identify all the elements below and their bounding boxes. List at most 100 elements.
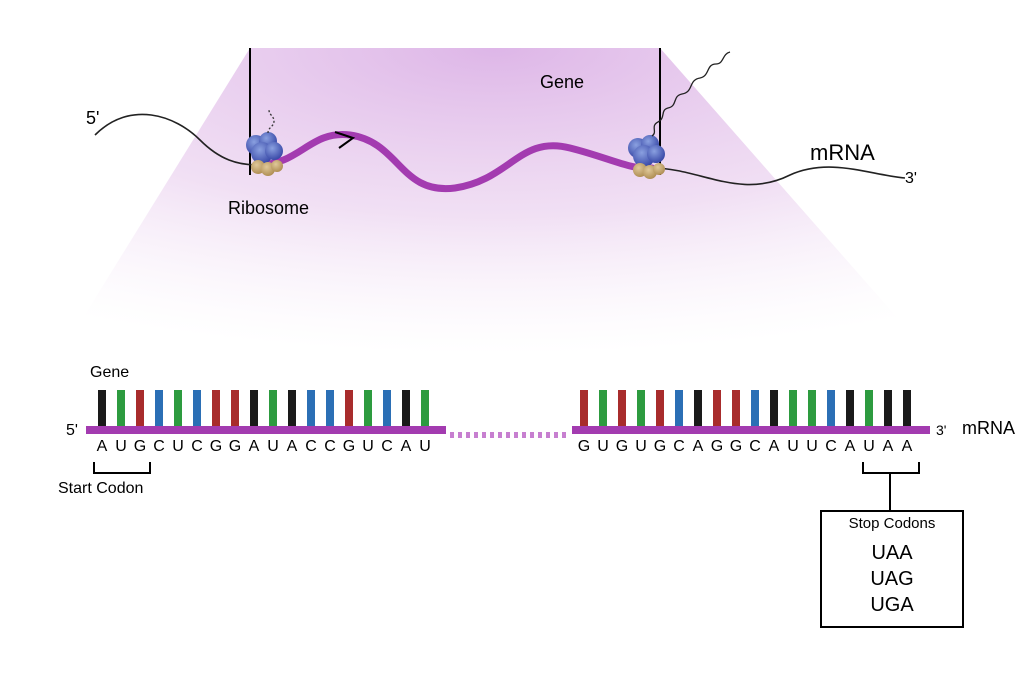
nucleotide-bar xyxy=(326,390,334,426)
mrna-label-top: mRNA xyxy=(810,140,875,166)
nucleotide-letter: G xyxy=(133,438,147,456)
nucleotide-bar xyxy=(345,390,353,426)
mrna-dot xyxy=(522,432,526,438)
mrna-dot xyxy=(466,432,470,438)
stop-codon-bracket xyxy=(862,462,920,474)
nucleotide-letter: U xyxy=(266,438,280,456)
nucleotide-bar xyxy=(770,390,778,426)
nucleotide-letter: A xyxy=(247,438,261,456)
sequence-diagram: AUGCUCGGAUACCGUCAUGUGUGCAGGCAUUCAUAA 5' … xyxy=(90,390,940,426)
mrna-dot xyxy=(514,432,518,438)
nucleotide-letter: G xyxy=(209,438,223,456)
nucleotide-bar xyxy=(846,390,854,426)
nucleotide-letter: A xyxy=(881,438,895,456)
start-codon-label: Start Codon xyxy=(58,480,143,498)
nucleotide-bar xyxy=(155,390,163,426)
nucleotide-bar xyxy=(694,390,702,426)
nucleotide-bar xyxy=(136,390,144,426)
three-prime-seq: 3' xyxy=(936,422,946,438)
nucleotide-bar xyxy=(117,390,125,426)
gene-label-top: Gene xyxy=(540,72,584,93)
nucleotide-letter: U xyxy=(418,438,432,456)
nucleotide-bar xyxy=(599,390,607,426)
mrna-track-left xyxy=(86,426,446,434)
nucleotide-letter: U xyxy=(786,438,800,456)
nucleotide-letter: C xyxy=(304,438,318,456)
mrna-dot xyxy=(554,432,558,438)
five-prime-top: 5' xyxy=(86,108,99,129)
mrna-label-seq: mRNA xyxy=(962,418,1015,439)
nucleotide-letter: G xyxy=(615,438,629,456)
nucleotide-letter: A xyxy=(900,438,914,456)
nucleotide-bars xyxy=(90,390,940,426)
nucleotide-bar xyxy=(250,390,258,426)
nucleotide-letter: U xyxy=(596,438,610,456)
nucleotide-bar xyxy=(884,390,892,426)
nucleotide-bar xyxy=(789,390,797,426)
nucleotide-letter: G xyxy=(710,438,724,456)
nucleotide-letter: C xyxy=(672,438,686,456)
nucleotide-letter: A xyxy=(399,438,413,456)
nucleotide-bar xyxy=(713,390,721,426)
stop-codon-uag: UAG xyxy=(822,566,962,592)
nucleotide-bar xyxy=(732,390,740,426)
mrna-dot xyxy=(538,432,542,438)
ribosome-label: Ribosome xyxy=(228,198,309,219)
nucleotide-bar xyxy=(637,390,645,426)
nucleotide-letter: G xyxy=(228,438,242,456)
nucleotide-letters: AUGCUCGGAUACCGUCAUGUGUGCAGGCAUUCAUAA xyxy=(90,438,940,458)
nucleotide-bar xyxy=(174,390,182,426)
mrna-dot xyxy=(546,432,550,438)
stop-codons-list-box: UAA UAG UGA xyxy=(820,534,964,628)
stop-codon-uaa: UAA xyxy=(822,540,962,566)
nucleotide-letter: U xyxy=(171,438,185,456)
nucleotide-letter: G xyxy=(342,438,356,456)
spotlight xyxy=(60,48,930,355)
nucleotide-bar xyxy=(903,390,911,426)
nucleotide-bar xyxy=(751,390,759,426)
nucleotide-letter: A xyxy=(843,438,857,456)
start-codon-bracket xyxy=(93,462,151,474)
nucleotide-bar xyxy=(808,390,816,426)
three-prime-top: 3' xyxy=(905,170,917,188)
nucleotide-letter: A xyxy=(767,438,781,456)
nucleotide-bar xyxy=(98,390,106,426)
mrna-dot xyxy=(506,432,510,438)
nucleotide-letter: A xyxy=(691,438,705,456)
nucleotide-bar xyxy=(193,390,201,426)
nucleotide-bar xyxy=(402,390,410,426)
nucleotide-bar xyxy=(865,390,873,426)
nucleotide-bar xyxy=(656,390,664,426)
nucleotide-letter: U xyxy=(114,438,128,456)
gene-label-seq: Gene xyxy=(90,364,129,382)
nucleotide-bar xyxy=(212,390,220,426)
mrna-track-dots xyxy=(450,426,570,434)
nucleotide-bar xyxy=(288,390,296,426)
mrna-dot xyxy=(458,432,462,438)
nucleotide-letter: A xyxy=(95,438,109,456)
nucleotide-letter: A xyxy=(285,438,299,456)
mrna-dot xyxy=(482,432,486,438)
stop-connector xyxy=(889,472,891,512)
nucleotide-letter: G xyxy=(577,438,591,456)
mrna-dot xyxy=(490,432,494,438)
nucleotide-letter: C xyxy=(380,438,394,456)
nucleotide-bar xyxy=(307,390,315,426)
nucleotide-letter: G xyxy=(653,438,667,456)
stop-codons-title: Stop Codons xyxy=(849,515,936,532)
nucleotide-letter: G xyxy=(729,438,743,456)
nucleotide-letter: U xyxy=(862,438,876,456)
top-diagram xyxy=(0,0,1024,360)
nucleotide-letter: C xyxy=(323,438,337,456)
nucleotide-bar xyxy=(231,390,239,426)
nucleotide-bar xyxy=(364,390,372,426)
mrna-dot xyxy=(474,432,478,438)
five-prime-seq: 5' xyxy=(66,422,78,440)
nucleotide-letter: U xyxy=(361,438,375,456)
nucleotide-bar xyxy=(827,390,835,426)
nucleotide-letter: C xyxy=(824,438,838,456)
nucleotide-letter: C xyxy=(190,438,204,456)
mrna-dot xyxy=(450,432,454,438)
nucleotide-bar xyxy=(618,390,626,426)
nucleotide-letter: U xyxy=(805,438,819,456)
